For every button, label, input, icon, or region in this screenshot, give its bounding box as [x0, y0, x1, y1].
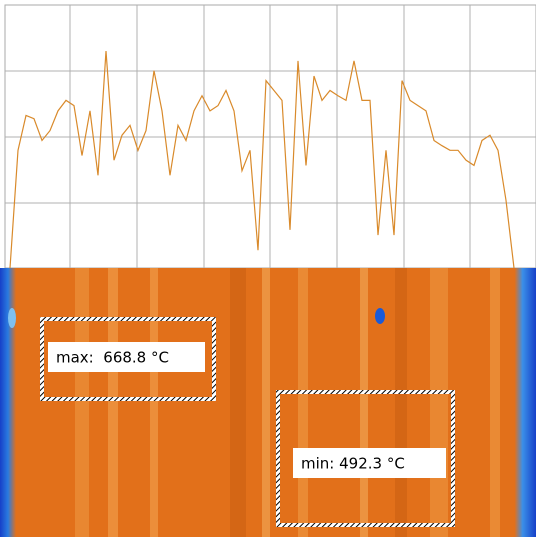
roi-min[interactable]: min: 492.3 °C — [276, 390, 455, 527]
profile-chart — [4, 4, 536, 269]
thermal-image — [0, 268, 536, 537]
roi-label: min: 492.3 °C — [301, 455, 405, 473]
edge-spot — [8, 308, 16, 328]
grid — [5, 5, 536, 268]
roi-label: max: 668.8 °C — [56, 349, 169, 367]
profile-line — [9, 50, 515, 269]
roi-max[interactable]: max: 668.8 °C — [40, 317, 216, 401]
cold-spot — [375, 308, 385, 324]
